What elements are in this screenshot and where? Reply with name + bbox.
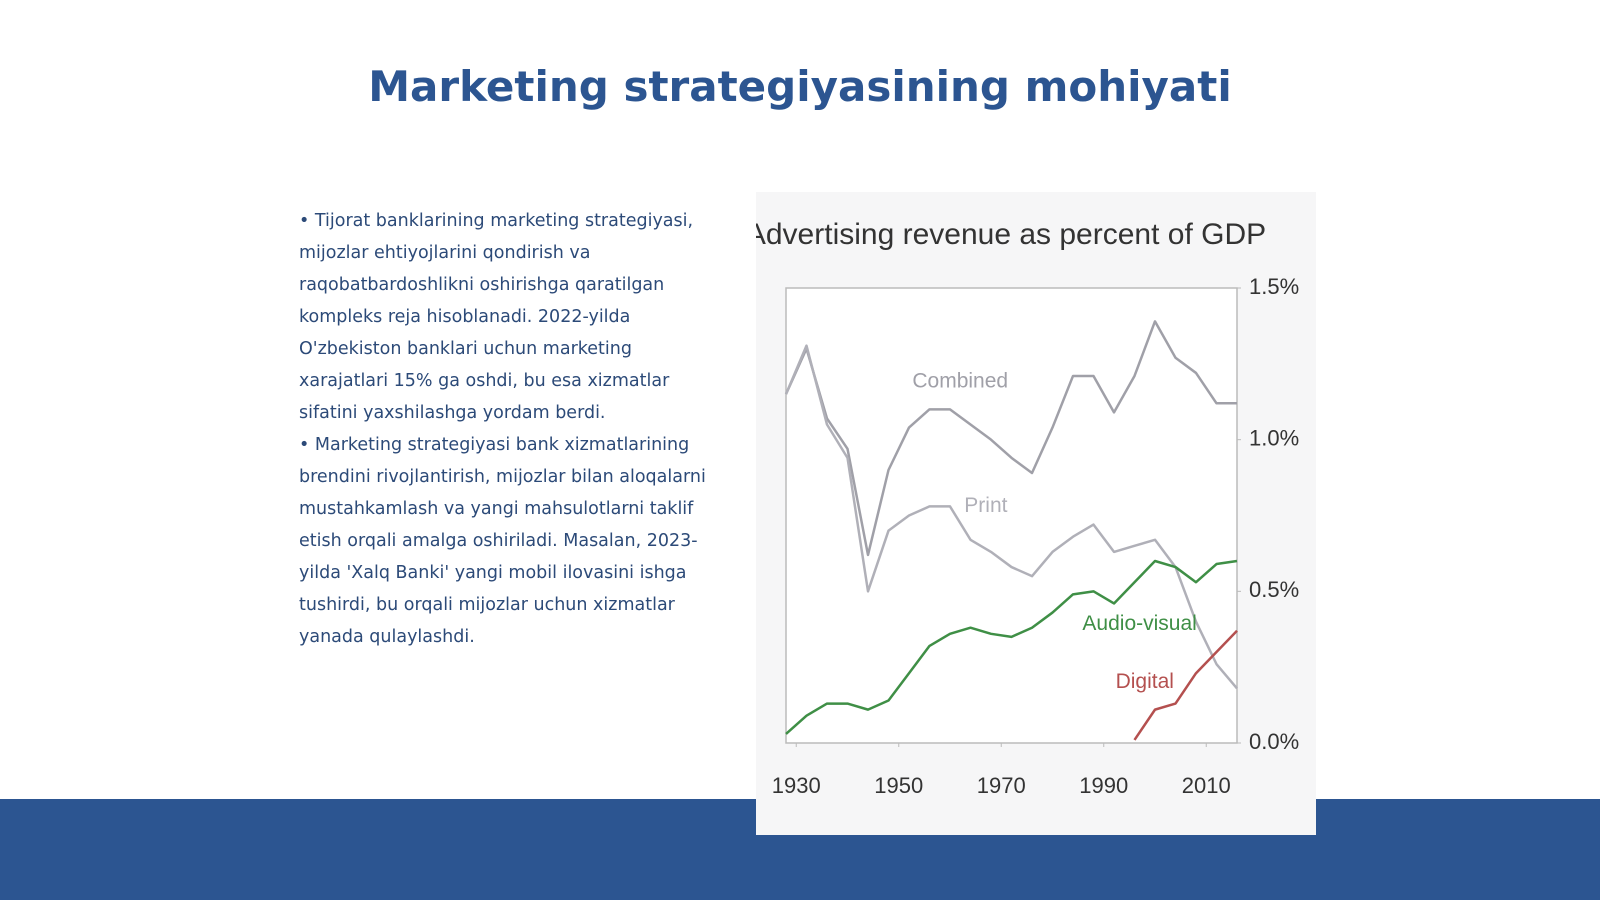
chart: Advertising revenue as percent of GDP 0.… [746, 218, 1299, 798]
bullet-list: • Tijorat banklarining marketing strateg… [299, 205, 709, 653]
x-tick-label: 1950 [874, 773, 923, 798]
bullet: • Marketing strategiyasi bank xizmatlari… [299, 435, 706, 647]
series-line [785, 559, 1238, 735]
chart-panel: Advertising revenue as percent of GDP 0.… [746, 192, 1316, 835]
y-tick-label: 1.0% [1249, 425, 1299, 450]
series-label: Audio-visual [1082, 612, 1196, 635]
series-line [784, 320, 1237, 557]
y-tick-label: 0.0% [1249, 729, 1299, 754]
x-tick-label: 2010 [1182, 773, 1231, 798]
series-label: Print [964, 494, 1007, 517]
x-tick-label: 1970 [977, 773, 1026, 798]
y-tick-label: 0.5% [1249, 577, 1299, 602]
x-tick-label: 1990 [1079, 773, 1128, 798]
slide-title: Marketing strategiyasining mohiyati [368, 62, 1232, 111]
y-tick-label: 1.5% [1249, 274, 1299, 299]
series-label: Digital [1116, 670, 1174, 693]
series-label: Combined [912, 370, 1008, 393]
series-line [784, 344, 1238, 690]
chart-title: Advertising revenue as percent of GDP [756, 218, 1266, 251]
bullet: • Tijorat banklarining marketing strateg… [299, 211, 694, 423]
x-tick-label: 1930 [772, 773, 821, 798]
series-line [1133, 629, 1238, 741]
